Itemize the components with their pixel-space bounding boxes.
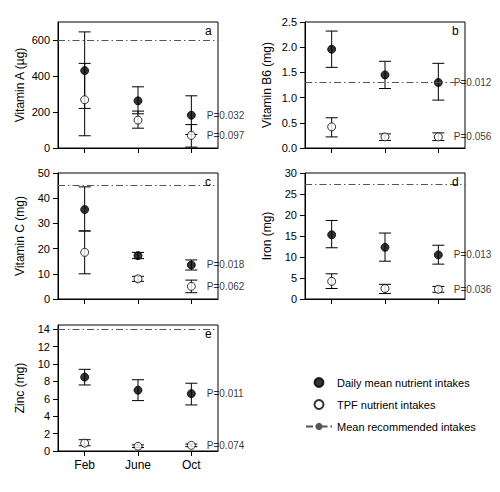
svg-text:P=0.018: P=0.018 — [207, 259, 245, 270]
svg-text:Feb: Feb — [74, 458, 95, 472]
svg-text:Zinc (mg): Zinc (mg) — [13, 363, 27, 414]
svg-text:P=0.056: P=0.056 — [454, 131, 492, 142]
svg-text:4: 4 — [44, 410, 50, 422]
svg-text:30: 30 — [285, 167, 297, 179]
svg-text:30: 30 — [38, 217, 50, 229]
svg-text:P=0.074: P=0.074 — [207, 440, 245, 451]
svg-text:Iron (mg): Iron (mg) — [260, 212, 274, 261]
svg-text:Oct: Oct — [182, 458, 201, 472]
svg-text:0: 0 — [44, 142, 50, 154]
svg-text:6: 6 — [44, 393, 50, 405]
svg-text:P=0.012: P=0.012 — [454, 77, 492, 88]
svg-text:20: 20 — [285, 209, 297, 221]
svg-text:0: 0 — [44, 293, 50, 305]
svg-text:10: 10 — [285, 251, 297, 263]
svg-text:10: 10 — [38, 268, 50, 280]
svg-text:200: 200 — [32, 106, 50, 118]
svg-text:5: 5 — [291, 272, 297, 284]
svg-text:10: 10 — [38, 358, 50, 370]
svg-text:15: 15 — [285, 230, 297, 242]
svg-text:Vitamin A (µg): Vitamin A (µg) — [13, 48, 27, 123]
svg-text:8: 8 — [44, 375, 50, 387]
svg-text:TPF nutrient intakes: TPF nutrient intakes — [337, 399, 436, 411]
svg-text:Vitamin C (mg): Vitamin C (mg) — [13, 196, 27, 276]
svg-text:40: 40 — [38, 192, 50, 204]
svg-text:c: c — [205, 175, 211, 189]
svg-text:2: 2 — [44, 428, 50, 440]
svg-text:400: 400 — [32, 70, 50, 82]
svg-text:June: June — [125, 458, 151, 472]
svg-text:e: e — [205, 327, 212, 341]
svg-text:Vitamin B6 (mg): Vitamin B6 (mg) — [260, 42, 274, 128]
svg-text:12: 12 — [38, 341, 50, 353]
svg-text:1.5: 1.5 — [282, 66, 297, 78]
svg-text:14: 14 — [38, 323, 50, 335]
svg-text:P=0.013: P=0.013 — [454, 249, 492, 260]
svg-text:a: a — [205, 24, 212, 38]
svg-text:Daily mean nutrient intakes: Daily mean nutrient intakes — [337, 377, 470, 389]
svg-text:20: 20 — [38, 243, 50, 255]
svg-text:600: 600 — [32, 34, 50, 46]
svg-text:Mean recommended intakes: Mean recommended intakes — [337, 421, 476, 433]
svg-text:0: 0 — [291, 293, 297, 305]
svg-text:0: 0 — [44, 445, 50, 457]
svg-text:0.0: 0.0 — [282, 142, 297, 154]
svg-text:P=0.036: P=0.036 — [454, 284, 492, 295]
svg-text:1.0: 1.0 — [282, 92, 297, 104]
svg-text:d: d — [452, 175, 459, 189]
svg-text:P=0.097: P=0.097 — [207, 130, 245, 141]
svg-text:50: 50 — [38, 167, 50, 179]
svg-text:2.5: 2.5 — [282, 16, 297, 28]
svg-text:P=0.062: P=0.062 — [207, 281, 245, 292]
svg-text:b: b — [452, 24, 459, 38]
svg-text:2.0: 2.0 — [282, 41, 297, 53]
svg-text:P=0.011: P=0.011 — [207, 388, 244, 399]
svg-text:25: 25 — [285, 188, 297, 200]
svg-text:P=0.032: P=0.032 — [207, 110, 245, 121]
svg-text:0.5: 0.5 — [282, 117, 297, 129]
